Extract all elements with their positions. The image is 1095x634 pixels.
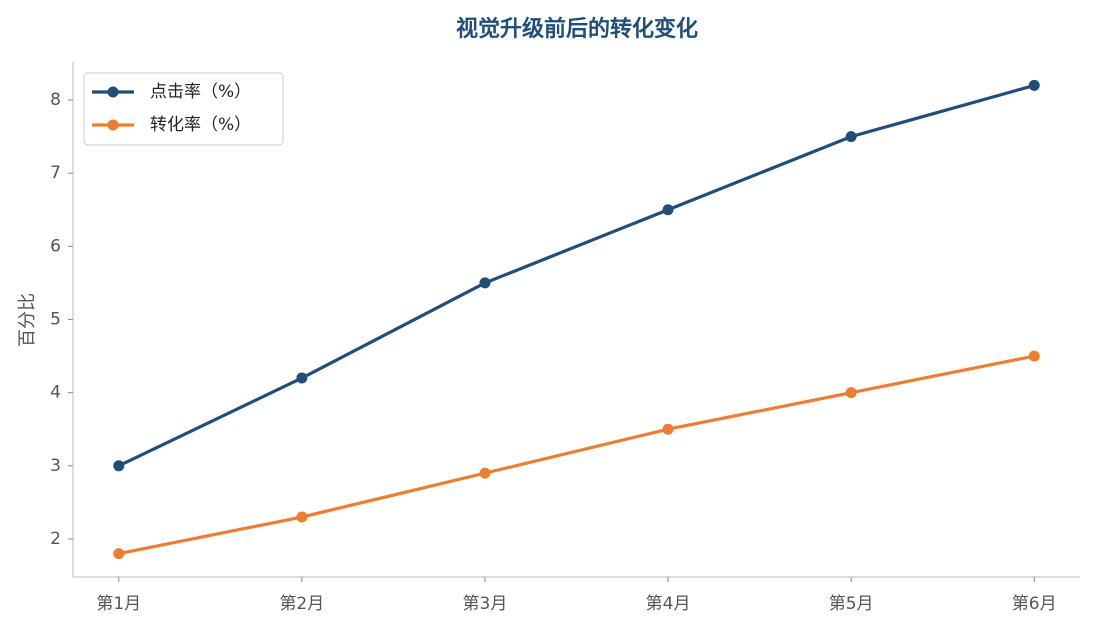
legend-label: 点击率（%） (150, 82, 251, 102)
point (479, 467, 491, 479)
legend-marker (107, 119, 119, 131)
point (662, 423, 674, 435)
y-tick-label: 2 (50, 529, 61, 549)
y-tick-label: 4 (50, 383, 61, 403)
x-tick-label: 第1月 (96, 594, 141, 614)
point (479, 277, 491, 289)
point (296, 372, 308, 384)
y-tick-label: 8 (50, 90, 61, 110)
x-tick-label: 第2月 (279, 594, 324, 614)
y-tick-label: 3 (50, 456, 61, 476)
point (296, 511, 308, 523)
y-tick-label: 5 (50, 310, 61, 330)
point (1028, 350, 1040, 362)
point (845, 387, 857, 399)
series-line (118, 83, 1035, 468)
y-tick-label: 7 (50, 163, 61, 183)
legend-marker (107, 86, 119, 98)
x-tick-label: 第3月 (463, 594, 508, 614)
x-tick-label: 第6月 (1012, 594, 1057, 614)
y-tick-label: 6 (50, 236, 61, 256)
chart-title: 视觉升级前后的转化变化 (456, 16, 698, 42)
point (1028, 79, 1040, 91)
point (662, 204, 674, 216)
point (113, 548, 125, 560)
series-line (118, 354, 1035, 556)
y-axis-label: 百分比 (17, 293, 38, 347)
x-tick-label: 第5月 (829, 594, 874, 614)
point (113, 460, 125, 472)
x-tick-label: 第4月 (646, 594, 691, 614)
legend-label: 转化率（%） (150, 115, 251, 135)
point (845, 131, 857, 143)
